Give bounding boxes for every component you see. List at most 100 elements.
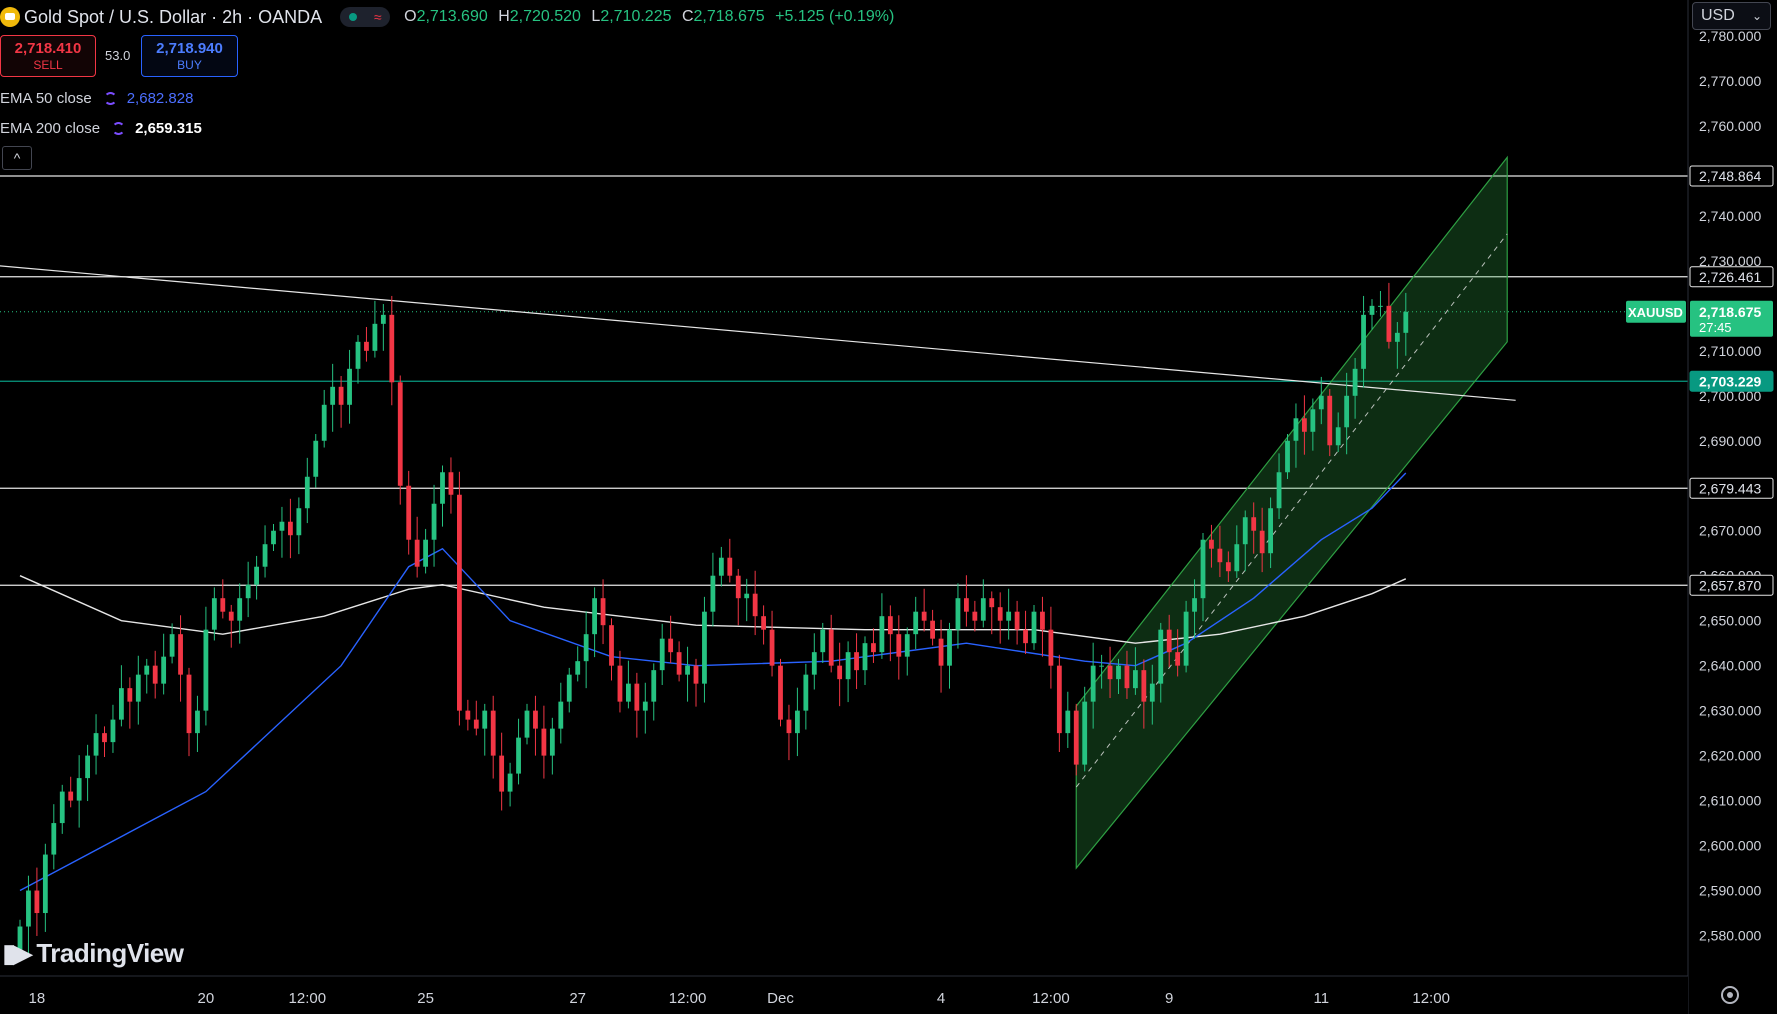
symbol-title[interactable]: Gold Spot / U.S. Dollar · 2h · OANDA	[24, 6, 323, 27]
candle-body	[516, 737, 521, 774]
candle	[1361, 295, 1366, 388]
loading-icon	[103, 91, 117, 105]
candle	[989, 591, 995, 635]
price-tick-label: 2,740.000	[1699, 208, 1761, 224]
candle	[693, 658, 699, 707]
time-axis-bg	[0, 976, 1688, 1014]
candle-body	[735, 575, 741, 599]
time-tick-label: 20	[198, 990, 215, 1007]
candle-body	[1361, 314, 1366, 369]
candle	[26, 875, 31, 954]
symbol-tag	[1626, 300, 1686, 323]
price-axis[interactable]: 2,580.000 2,590.000 2,600.000 2,610.000 2,62…	[1687, 0, 1777, 1014]
candle	[795, 687, 800, 757]
candle-body	[34, 890, 40, 914]
candle-body	[1234, 544, 1240, 572]
candle-body	[558, 701, 564, 729]
candle-body	[26, 890, 31, 927]
candle	[1124, 650, 1130, 699]
candle-body	[1293, 418, 1299, 441]
candle	[837, 642, 843, 707]
candle	[76, 755, 82, 828]
candle	[1344, 372, 1350, 455]
candle	[651, 663, 657, 721]
candle-body	[896, 634, 902, 657]
candle-body	[676, 652, 682, 675]
time-axis[interactable]: 18 20 12:00 25 27 12:00 Dec 4 12:00 9 11 12:00	[0, 975, 1688, 1014]
candle-body	[203, 629, 209, 711]
candle	[372, 300, 378, 358]
candle-body	[1149, 683, 1155, 702]
candle-body	[135, 674, 141, 702]
candle-body	[296, 508, 302, 536]
candle	[364, 326, 369, 362]
candle	[1149, 664, 1155, 725]
candle	[871, 628, 876, 663]
level-price-label: 2,748.864	[1699, 168, 1761, 184]
level-price-label: 2,703.229	[1699, 373, 1761, 389]
candle	[592, 587, 597, 658]
candle	[1099, 654, 1104, 689]
candle	[1175, 629, 1181, 677]
candle	[668, 615, 674, 663]
indicator-value: 2,682.828	[126, 89, 194, 107]
currency-selector[interactable]: USD ⌄	[1692, 2, 1771, 30]
candle-body	[313, 440, 319, 477]
candle	[1158, 622, 1164, 703]
spread-value: 53.0	[105, 48, 131, 63]
last-price-tag	[1690, 300, 1773, 337]
sell-button[interactable]: 2,718.410 SELL	[0, 35, 96, 77]
candle	[558, 682, 564, 744]
candle	[972, 600, 978, 632]
candle	[1217, 525, 1223, 578]
candle	[685, 646, 690, 702]
candle-body	[1310, 409, 1316, 432]
currency-label: USD	[1701, 7, 1735, 24]
indicator-ema200[interactable]: EMA 200 close 2,659.315	[0, 116, 202, 140]
candle	[913, 596, 919, 650]
candle	[1056, 654, 1062, 753]
candle-body	[1023, 629, 1028, 644]
candle-body	[102, 733, 107, 743]
candle	[161, 633, 167, 695]
candle	[727, 538, 733, 583]
gear-icon[interactable]	[1721, 986, 1739, 1004]
market-open-dot-icon	[348, 13, 357, 21]
candle	[195, 695, 200, 753]
candle	[583, 611, 589, 689]
candle	[617, 650, 623, 713]
last-price-label: 2,718.675	[1699, 304, 1761, 320]
candle-body	[761, 616, 766, 630]
candle	[659, 623, 665, 685]
candle-body	[989, 598, 995, 608]
candle-body	[237, 598, 243, 621]
market-status-pill[interactable]: ≈	[340, 7, 391, 27]
buy-button[interactable]: 2,718.940 BUY	[141, 35, 238, 77]
candle-body	[178, 634, 183, 675]
indicator-ema50[interactable]: EMA 50 close 2,682.828	[0, 86, 193, 110]
candle-body	[1327, 395, 1333, 446]
candle-body	[1386, 305, 1392, 342]
candle	[718, 546, 724, 587]
candle	[34, 867, 40, 936]
candle	[330, 363, 336, 432]
price-labels: 2,748.864 2,726.461 2,703.229 2,679.443 2,65…	[1626, 165, 1774, 596]
candle	[245, 561, 251, 618]
candle	[1386, 282, 1392, 349]
candle	[237, 583, 243, 644]
candle	[1183, 600, 1189, 673]
candle	[1352, 358, 1358, 419]
candle-body	[1200, 539, 1206, 599]
candle-body	[144, 665, 150, 675]
candle	[1048, 606, 1054, 689]
price-axis-bg	[1688, 0, 1777, 1014]
candle	[262, 525, 268, 578]
candle-body	[68, 791, 74, 801]
candle	[68, 776, 74, 808]
candle-body	[431, 503, 437, 540]
level-price-tag	[1689, 477, 1774, 499]
chevron-up-icon[interactable]: ^	[2, 146, 32, 170]
candle-body	[110, 719, 116, 743]
candle-body	[51, 823, 57, 855]
